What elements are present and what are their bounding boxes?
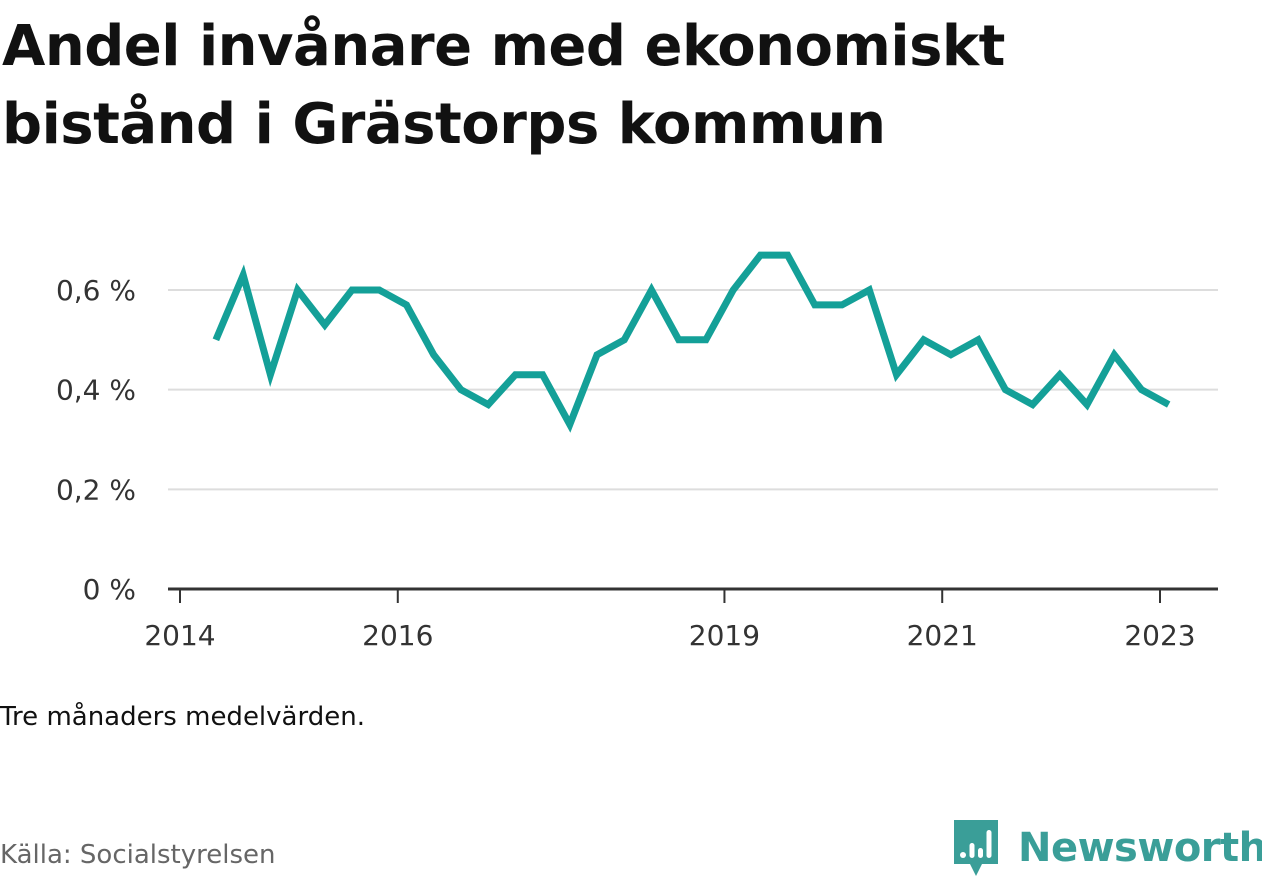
y-tick-label: 0 % [83, 573, 136, 606]
newsworthy-logo-icon [954, 820, 998, 876]
x-tick-label: 2016 [362, 619, 433, 652]
brand-name: Newsworthy [1018, 825, 1262, 871]
y-tick-label: 0,4 % [56, 374, 136, 407]
x-axis-ticks: 2014 2016 2019 2021 2023 [144, 589, 1196, 652]
source-text: Källa: Socialstyrelsen [0, 840, 276, 870]
x-tick-label: 2019 [689, 619, 760, 652]
series-line-0 [212, 251, 1171, 433]
brand-logo: Newsworthy [952, 818, 1262, 878]
chart-title: Andel invånare med ekonomiskt bistånd i … [2, 14, 1005, 157]
x-tick-label: 2014 [144, 619, 215, 652]
y-axis-ticks: 0 % 0,2 % 0,4 % 0,6 % [56, 274, 136, 606]
series-layer [212, 251, 1171, 433]
x-tick-label: 2021 [907, 619, 978, 652]
chart-note: Tre månaders medelvärden. [0, 702, 365, 732]
x-tick-label: 2023 [1124, 619, 1195, 652]
y-tick-label: 0,6 % [56, 274, 136, 307]
y-tick-label: 0,2 % [56, 473, 136, 506]
